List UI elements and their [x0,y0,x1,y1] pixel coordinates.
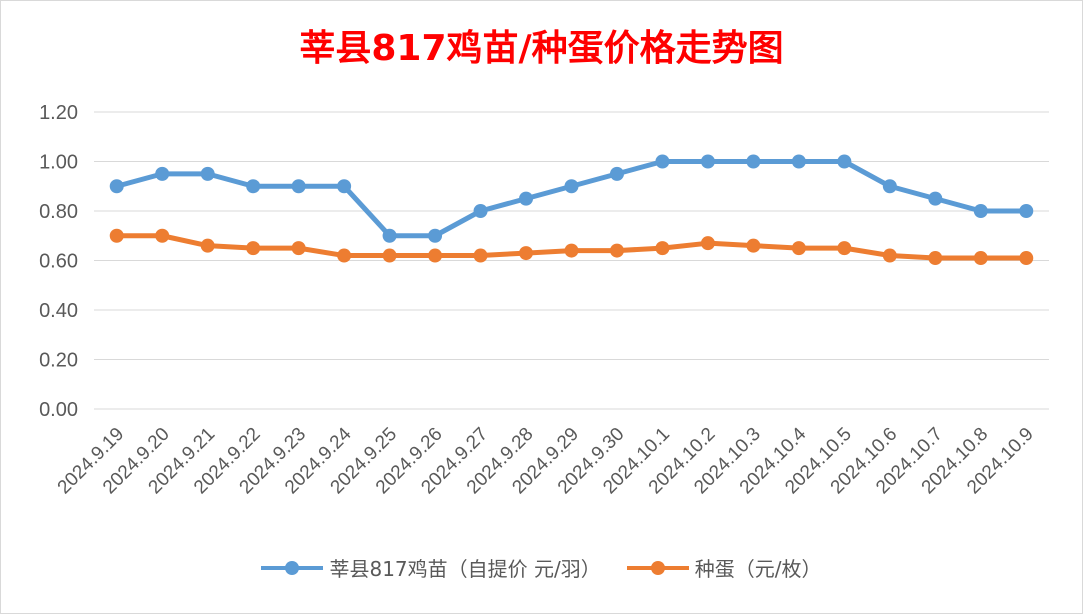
data-point-0 [928,191,943,206]
legend-swatch-chicks [261,560,324,575]
data-point-0 [746,154,761,169]
data-point-1 [428,248,443,263]
data-point-1 [246,241,261,256]
data-point-1 [155,228,170,243]
chart-title: 莘县817鸡苗/种蛋价格走势图 [299,28,784,69]
data-point-1 [200,238,215,253]
data-point-1 [382,248,397,263]
legend-item-chicks: 莘县817鸡苗（自提价 元/羽） [261,553,601,582]
data-point-1 [746,238,761,253]
data-point-1 [337,248,352,263]
data-point-1 [109,228,124,243]
data-point-0 [609,166,624,181]
legend-swatch-eggs [626,560,689,575]
data-point-0 [428,228,443,243]
data-point-1 [928,251,943,266]
data-point-0 [109,179,124,194]
y-tick-label: 0.40 [39,300,78,322]
data-point-0 [791,154,806,169]
data-point-0 [519,191,534,206]
legend-label-chicks: 莘县817鸡苗（自提价 元/羽） [329,557,601,581]
data-point-0 [291,179,306,194]
y-tick-label: 1.00 [39,152,78,174]
y-tick-label: 0.20 [39,350,78,372]
data-point-1 [791,241,806,256]
data-point-0 [973,204,988,218]
data-point-1 [1019,251,1034,266]
legend: 莘县817鸡苗（自提价 元/羽） 种蛋（元/枚） [1,553,1082,582]
data-point-0 [1019,204,1034,218]
data-point-1 [519,246,534,261]
data-point-1 [473,248,488,263]
data-point-1 [973,251,988,266]
data-point-1 [609,243,624,258]
data-point-0 [564,179,579,194]
series-line-0 [114,159,1029,239]
y-tick-label: 0.80 [39,201,78,223]
data-point-0 [700,154,715,169]
data-point-0 [655,154,670,169]
data-point-1 [291,241,306,256]
y-tick-label: 0.00 [39,399,78,421]
data-point-1 [655,241,670,256]
data-point-0 [246,179,261,194]
data-point-0 [837,154,852,169]
y-tick-label: 1.20 [39,102,78,124]
data-point-1 [700,236,715,251]
y-tick-label: 0.60 [39,251,78,273]
data-point-0 [382,228,397,243]
data-point-0 [200,166,215,181]
data-point-1 [564,243,579,258]
legend-label-eggs: 种蛋（元/枚） [694,557,822,581]
data-point-0 [155,166,170,181]
data-point-0 [337,179,352,194]
data-point-1 [882,248,897,263]
legend-item-eggs: 种蛋（元/枚） [626,553,822,582]
data-point-0 [882,179,897,194]
data-point-0 [473,204,488,218]
data-point-1 [837,241,852,256]
